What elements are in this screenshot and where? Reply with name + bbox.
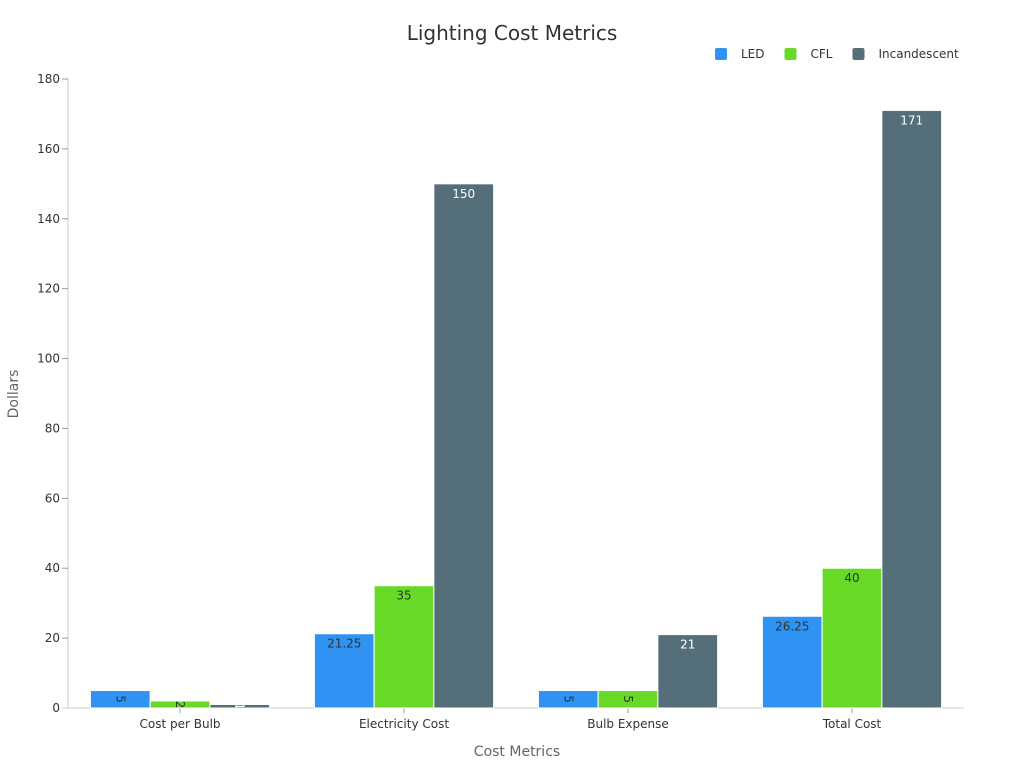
y-tick-label: 140 xyxy=(37,212,60,226)
bar-cfl xyxy=(821,567,883,709)
legend: LED CFL Incandescent xyxy=(715,47,959,61)
y-tick-label: 180 xyxy=(37,72,60,86)
data-label: 26.25 xyxy=(775,619,809,633)
y-tick-label: 40 xyxy=(45,561,60,575)
bar-incandescent xyxy=(209,704,271,709)
x-tick-label: Total Cost xyxy=(822,717,882,731)
legend-swatch-led xyxy=(715,48,727,60)
data-label: 21 xyxy=(680,638,695,652)
bar-incandescent xyxy=(433,183,495,709)
data-label: 5 xyxy=(621,695,635,703)
bar-cfl xyxy=(373,585,435,709)
data-label: 21.25 xyxy=(327,637,361,651)
x-axis-title: Cost Metrics xyxy=(474,744,560,760)
y-tick-label: 20 xyxy=(45,631,60,645)
legend-swatch-cfl xyxy=(784,48,797,60)
legend-swatch-incandescent xyxy=(852,48,865,60)
data-label: 171 xyxy=(900,113,923,127)
data-label: 1 xyxy=(233,702,247,710)
data-label: 150 xyxy=(452,187,475,201)
y-tick-label: 60 xyxy=(45,491,60,505)
y-tick-label: 100 xyxy=(37,352,60,366)
chart-title: Lighting Cost Metrics xyxy=(407,21,618,45)
bar-incandescent xyxy=(657,634,719,709)
y-tick-label: 80 xyxy=(45,421,60,435)
x-tick-label: Electricity Cost xyxy=(359,717,449,731)
legend-label: Incandescent xyxy=(878,47,959,61)
data-label: 35 xyxy=(396,589,411,603)
y-axis-title: Dollars xyxy=(6,370,22,419)
bar-led xyxy=(761,615,823,709)
bar-led xyxy=(89,690,151,709)
x-axis: Cost per Bulb Electricity Cost Bulb Expens… xyxy=(62,707,964,731)
legend-label: CFL xyxy=(811,47,833,61)
x-tick-label: Cost per Bulb xyxy=(139,717,220,731)
data-label: 5 xyxy=(561,695,575,703)
data-label: 5 xyxy=(113,695,127,703)
bar-led xyxy=(313,633,375,709)
y-axis: 0 20 40 60 80 100 120 140 160 180 xyxy=(37,72,69,715)
y-tick-label: 120 xyxy=(37,282,60,296)
legend-label: LED xyxy=(741,47,765,61)
y-tick-label: 160 xyxy=(37,142,60,156)
y-tick-label: 0 xyxy=(52,701,60,715)
bar-incandescent xyxy=(881,109,943,709)
data-label: 40 xyxy=(844,571,859,585)
data-label: 2 xyxy=(173,701,187,709)
x-tick-label: Bulb Expense xyxy=(587,717,669,731)
